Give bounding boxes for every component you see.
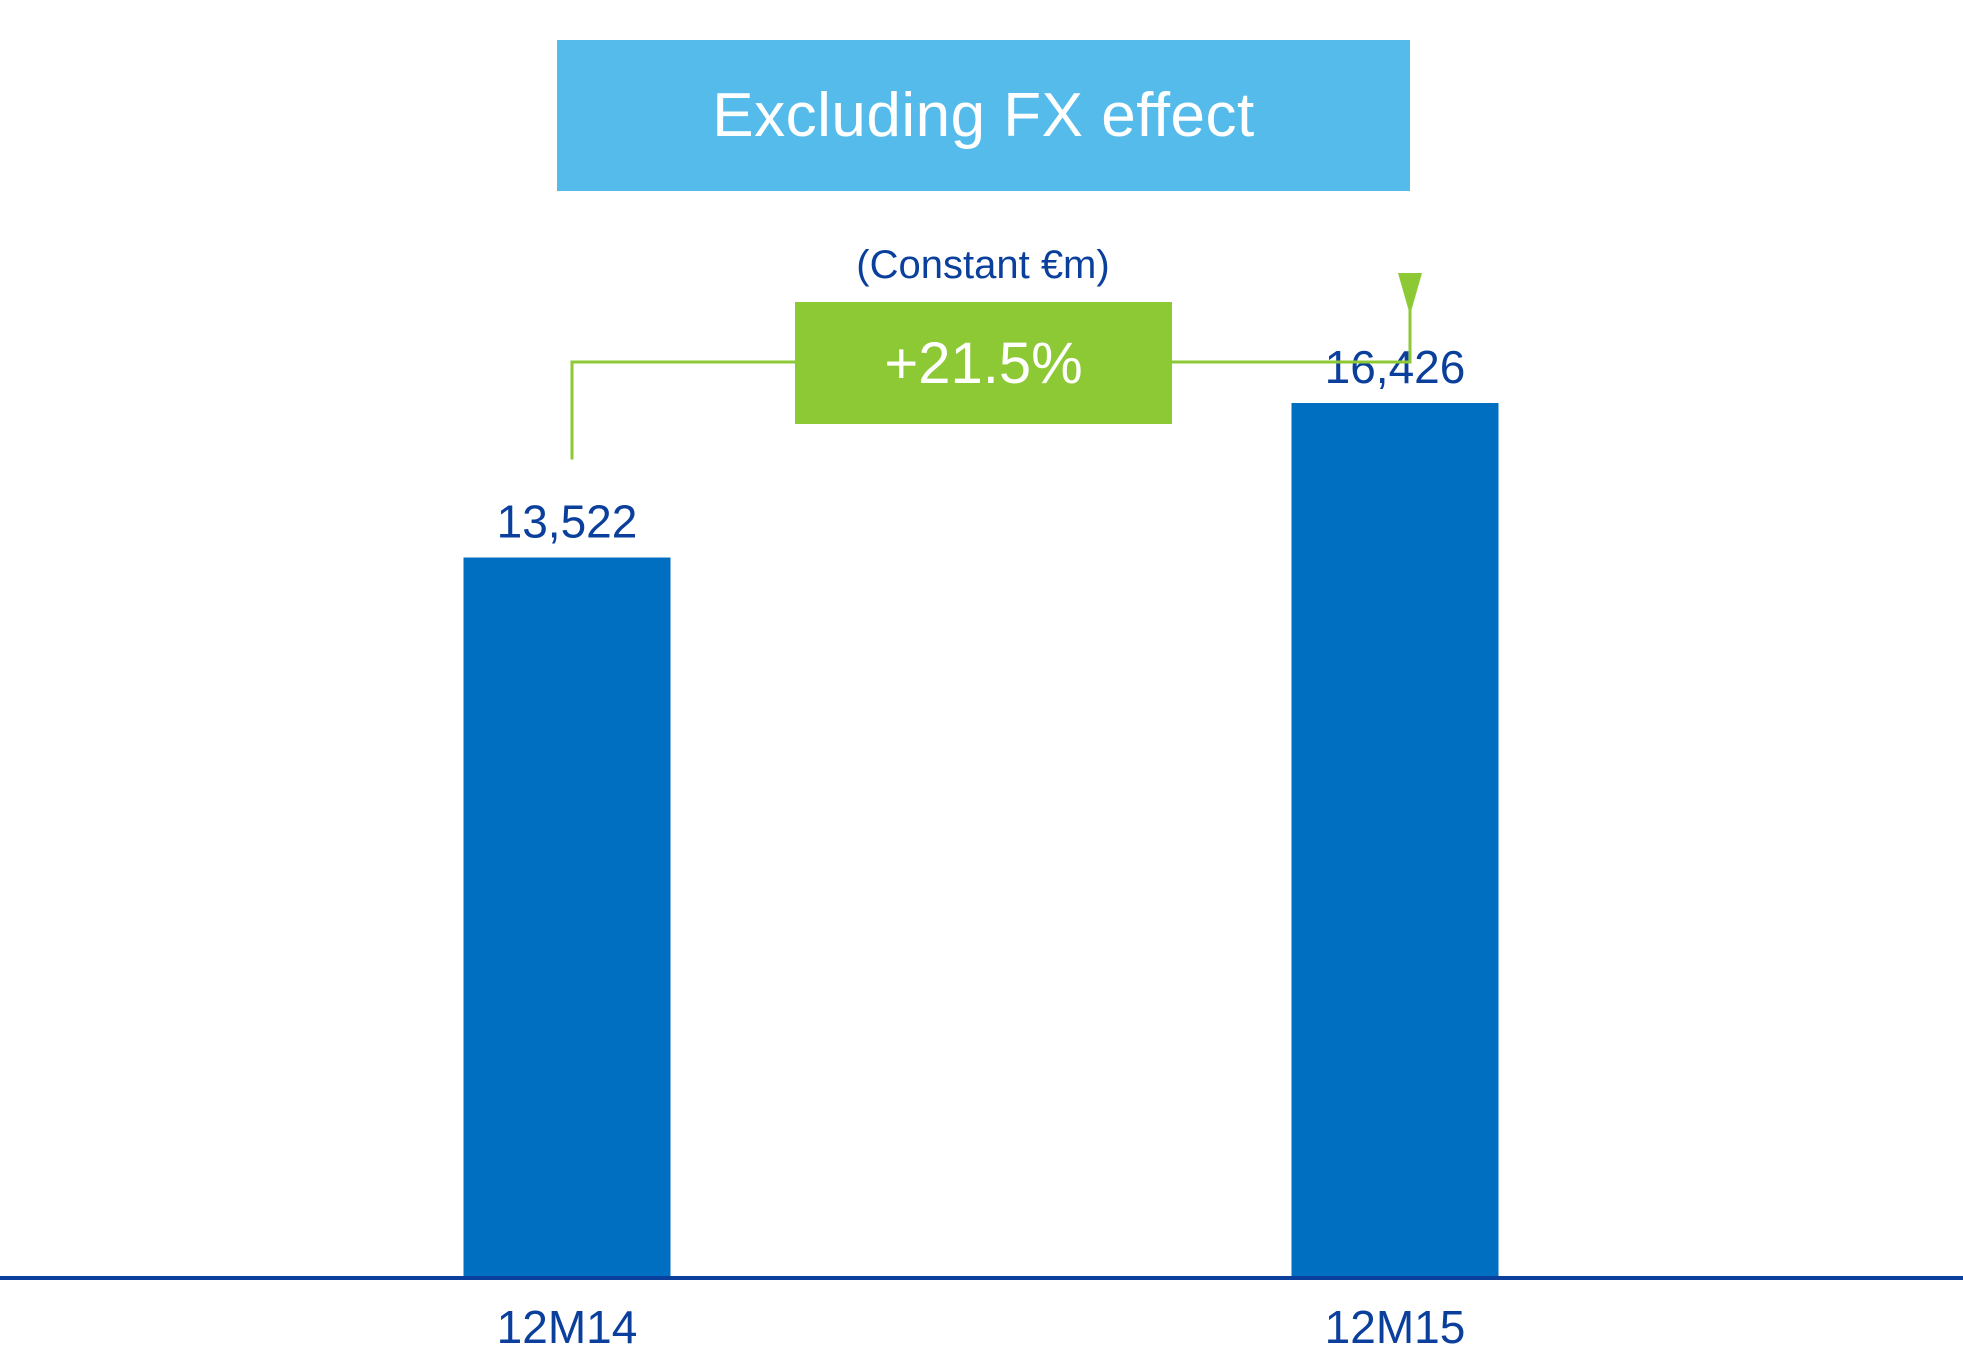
bar-12M14 xyxy=(463,557,671,1277)
bar-12M15 xyxy=(1291,402,1499,1278)
data-label-12M15: 16,426 xyxy=(1325,341,1466,393)
growth-label: +21.5% xyxy=(884,330,1083,396)
growth-connector-left xyxy=(570,360,795,460)
growth-connector-right xyxy=(1172,297,1412,364)
x-tick-label-12M15: 12M15 xyxy=(1325,1301,1466,1353)
growth-badge: +21.5% xyxy=(795,302,1172,424)
growth-arrowhead xyxy=(1398,272,1422,315)
x-tick-label-12M14: 12M14 xyxy=(497,1301,638,1353)
unit-label: (Constant €m) xyxy=(856,243,1110,287)
chart-title: Excluding FX effect xyxy=(712,81,1255,150)
data-label-12M14: 13,522 xyxy=(497,496,638,548)
header-banner: Excluding FX effect xyxy=(557,40,1410,191)
